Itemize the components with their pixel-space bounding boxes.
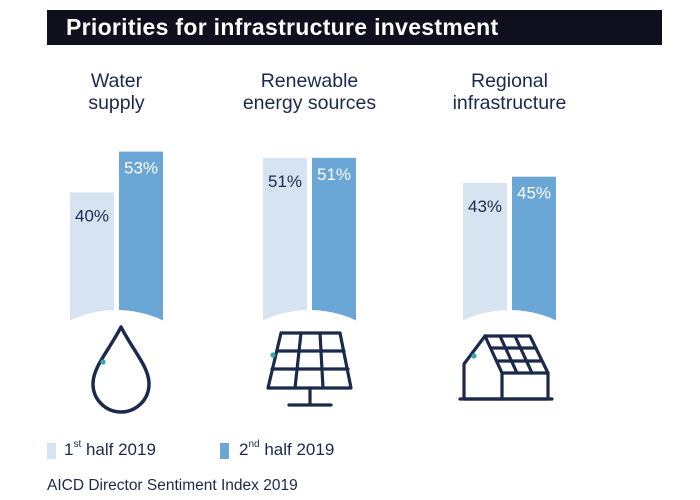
bar: [119, 151, 163, 328]
legend-swatch-1st-half: [47, 443, 56, 459]
category-label: Regional infrastructure: [453, 70, 567, 114]
icons: [91, 325, 554, 414]
category-label: Renewable energy sources: [243, 70, 377, 114]
solar-panel-icon: [266, 331, 353, 407]
category-label: Water supply: [88, 70, 145, 114]
bar-value-label: 43%: [468, 197, 502, 216]
legend-swatch-2nd-half: [220, 443, 229, 459]
title-bar: Priorities for infrastructure investment: [47, 10, 662, 45]
legend-label-2nd-half: 2nd half 2019: [239, 439, 335, 459]
bar: [312, 157, 356, 328]
bar-value-label: 45%: [517, 184, 551, 203]
bar: [512, 176, 556, 328]
bar-value-label: 40%: [75, 206, 109, 225]
bar: [70, 192, 114, 328]
bar-value-label: 53%: [124, 159, 158, 178]
bar-base-arc: [32, 310, 201, 434]
bar-base-arc: [225, 310, 394, 434]
bar-value-label: 51%: [317, 165, 351, 184]
source-note: AICD Director Sentiment Index 2019: [47, 477, 298, 494]
bars: 40% 53% 51% 51% 43% 45%: [32, 151, 594, 434]
water-drop-icon: [91, 325, 151, 414]
bar-value-label: 51%: [268, 172, 302, 191]
legend-label-1st-half: 1st half 2019: [64, 439, 156, 459]
bar: [263, 157, 307, 328]
chart-title: Priorities for infrastructure investment: [66, 14, 499, 40]
bar: [463, 182, 507, 328]
solar-roof-house-icon: [458, 334, 554, 401]
category-labels: Water supply Renewable energy sources Region…: [88, 70, 566, 114]
